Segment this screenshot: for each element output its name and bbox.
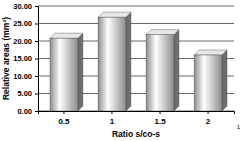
x-axis-line xyxy=(39,112,235,115)
x-tick: 1 xyxy=(110,111,115,126)
y-tick: 20.00 xyxy=(13,37,38,46)
y-tick: 15.00 xyxy=(13,54,38,63)
y-tick-label: 0.00 xyxy=(17,107,32,116)
bar-side xyxy=(174,30,179,111)
bar-top xyxy=(50,33,83,38)
bar-top xyxy=(146,30,179,35)
x-tick-mark xyxy=(63,111,64,114)
y-tick-mark xyxy=(35,24,38,25)
y-tick: 0.00 xyxy=(17,107,38,116)
x-tick: 2 xyxy=(206,111,211,126)
y-tick-label: 10.00 xyxy=(13,72,32,81)
bar-side xyxy=(222,50,227,111)
y-tick-mark xyxy=(35,6,38,7)
y-tick-label: 25.00 xyxy=(13,19,32,28)
grid xyxy=(38,6,234,111)
grid-line xyxy=(38,23,234,24)
bar-group xyxy=(194,50,227,111)
y-tick-mark xyxy=(35,76,38,77)
chart: 0.00 5.00 10.00 15.00 20.00 25.00 30.00 0.5 1 1.5… xyxy=(0,0,242,141)
x-tick-label: 0.5 xyxy=(58,117,70,126)
bars xyxy=(50,12,227,111)
bar-side xyxy=(126,12,131,111)
x-tick-mark xyxy=(160,111,161,114)
y-tick-label: 30.00 xyxy=(13,2,32,11)
y-axis-title: Relative areas (mm²) xyxy=(1,17,11,100)
x-tick-label: 1 xyxy=(110,117,115,126)
x-tick: 0.5 xyxy=(58,111,70,126)
x-tick-mark xyxy=(208,111,209,114)
bar-top xyxy=(194,50,227,55)
bar-group xyxy=(98,12,131,111)
bar-group xyxy=(146,30,179,111)
bar xyxy=(146,35,174,111)
bar xyxy=(98,17,126,111)
bar xyxy=(194,55,222,111)
bar-side xyxy=(78,33,83,111)
y-tick: 5.00 xyxy=(17,89,38,98)
y-tick-mark xyxy=(35,111,38,112)
x-tick-label: 2 xyxy=(206,117,211,126)
x-tick-label: 1.5 xyxy=(154,117,166,126)
x-tick-mark xyxy=(111,111,112,114)
bar-top xyxy=(98,12,131,17)
y-axis-line xyxy=(35,7,39,112)
y-axis: 0.00 5.00 10.00 15.00 20.00 25.00 30.00 xyxy=(13,2,38,116)
y-tick: 10.00 xyxy=(13,72,38,81)
y-tick-label: 15.00 xyxy=(13,54,32,63)
x-axis: 0.5 1 1.5 2 xyxy=(39,111,235,126)
y-tick-mark xyxy=(35,41,38,42)
bar xyxy=(50,38,78,111)
bar-group xyxy=(50,33,83,111)
x-tick: 1.5 xyxy=(154,111,166,126)
x-axis-title: Ratio s/co-s xyxy=(112,129,160,139)
grid-line xyxy=(38,6,234,7)
y-tick-label: 5.00 xyxy=(17,89,32,98)
y-tick: 25.00 xyxy=(13,19,38,28)
y-tick-mark xyxy=(35,94,38,95)
y-tick-mark xyxy=(35,59,38,60)
annotation: 1 xyxy=(237,124,241,130)
y-tick-label: 20.00 xyxy=(13,37,32,46)
y-tick: 30.00 xyxy=(13,2,38,11)
plot: 0.00 5.00 10.00 15.00 20.00 25.00 30.00 0.5 1 1.5… xyxy=(13,2,234,126)
